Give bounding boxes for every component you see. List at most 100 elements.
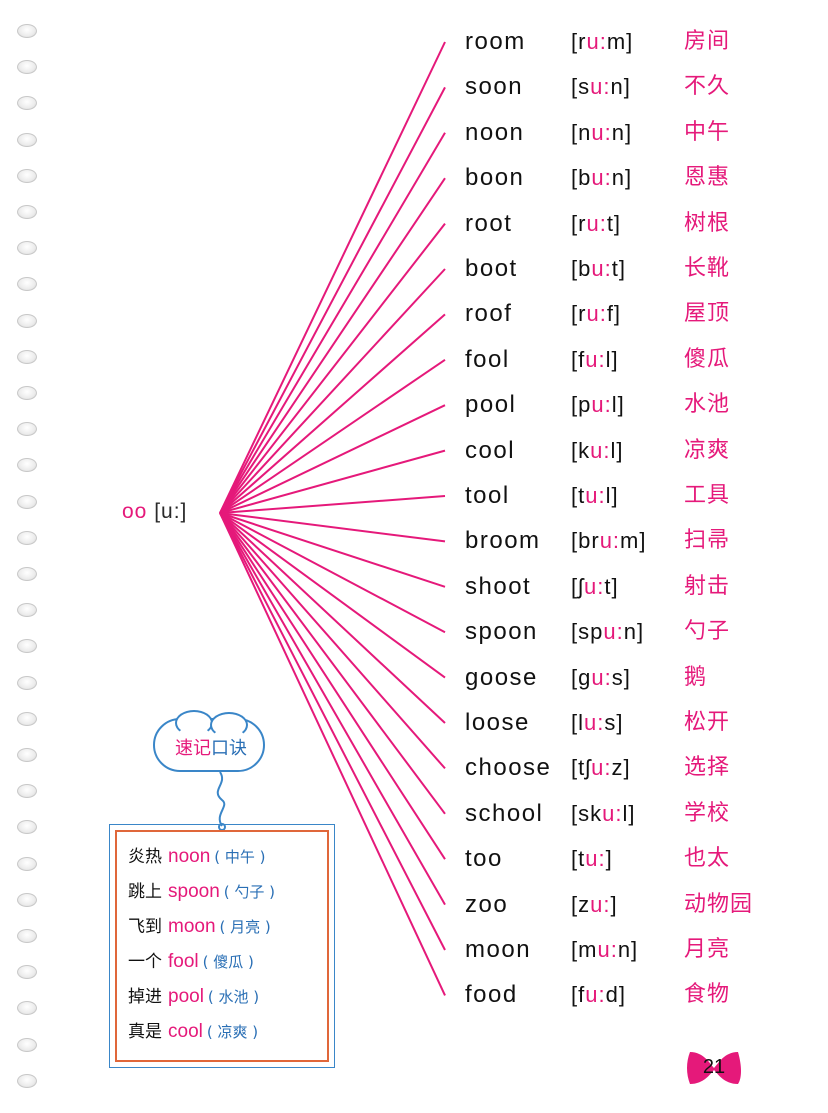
fan-line	[219, 512, 446, 996]
word-ipa: [ʃu:t]	[571, 573, 619, 599]
cloud-tail	[216, 771, 226, 830]
word-ipa: [spu:n]	[571, 619, 645, 645]
fan-line	[219, 512, 446, 770]
binder-ring	[17, 168, 37, 183]
word-meaning: 选择	[684, 755, 731, 781]
word-ipa: [zu:]	[571, 891, 618, 917]
word-ipa: [nu:n]	[571, 119, 633, 145]
word-ipa: [mu:n]	[571, 937, 639, 962]
word-spelling: root	[465, 209, 513, 237]
mnemonic-box-outer	[109, 824, 335, 1068]
root-ipa: [u:]	[154, 500, 188, 523]
binder-ring	[17, 349, 37, 364]
binder-ring	[17, 820, 37, 835]
word-ipa: [gu:s]	[571, 664, 631, 690]
fan-line	[219, 512, 446, 724]
mnemonic-prefix: 掉进	[128, 987, 162, 1007]
word-row: boot [bu:t] 长靴	[0, 249, 828, 289]
word-spelling: roof	[465, 300, 513, 328]
fan-line	[219, 132, 446, 514]
binder-ring	[17, 313, 37, 328]
word-spelling: zoo	[465, 890, 509, 918]
word-meaning: 食物	[684, 982, 731, 1008]
word-row: zoo [zu:] 动物园	[0, 885, 828, 925]
word-row: pool [pu:l] 水池	[0, 385, 828, 425]
word-meaning: 恩惠	[684, 165, 731, 191]
word-row: noon [nu:n] 中午	[0, 113, 828, 153]
word-row: broom [bru:m] 扫帚	[0, 521, 828, 561]
word-ipa: [tʃu:z]	[571, 755, 631, 781]
mnemonic-translation: ( 勺子 )	[223, 883, 276, 901]
fan-line	[219, 512, 446, 951]
mnemonic-title-part1: 速记	[175, 738, 211, 759]
mnemonic-title-part2: 口诀	[211, 738, 247, 759]
word-ipa: [bu:n]	[571, 165, 633, 191]
binder-ring	[17, 60, 37, 75]
word-meaning: 扫帚	[684, 528, 731, 554]
word-ipa: [ru:m]	[571, 29, 634, 54]
fan-line	[219, 313, 446, 514]
word-spelling: school	[465, 799, 544, 827]
mnemonic-box	[115, 830, 329, 1062]
word-row: soon [su:n] 不久	[0, 67, 828, 107]
word-meaning: 房间	[684, 29, 731, 54]
binder-ring	[17, 1037, 37, 1052]
word-row: root [ru:t] 树根	[0, 204, 828, 244]
page-number-bow-icon	[687, 1052, 741, 1084]
mnemonic-prefix: 跳上	[128, 882, 162, 902]
word-row: loose [lu:s] 松开	[0, 703, 828, 743]
word-spelling: shoot	[465, 572, 532, 600]
fan-line	[219, 512, 446, 543]
fan-line	[219, 404, 446, 514]
word-meaning: 中午	[684, 119, 731, 145]
binder-ring	[17, 748, 37, 762]
mnemonic-word: cool	[168, 1021, 203, 1042]
page-number-badge: 21	[686, 1044, 742, 1090]
word-meaning: 傻瓜	[684, 346, 731, 372]
word-row: roof [ru:f] 屋顶	[0, 294, 828, 334]
binder-ring	[17, 965, 37, 980]
binder-ring	[17, 675, 37, 690]
word-row: school [sku:l] 学校	[0, 794, 828, 834]
word-spelling: pool	[465, 391, 517, 419]
word-meaning: 凉爽	[684, 437, 731, 463]
fan-line	[219, 268, 446, 514]
word-row: boon [bu:n] 恩惠	[0, 158, 828, 198]
word-row: tool [tu:l] 工具	[0, 476, 828, 516]
word-row: goose [gu:s] 鹅	[0, 658, 828, 698]
fan-line	[219, 512, 446, 906]
page-number: 21	[702, 1056, 726, 1078]
binder-ring	[17, 422, 37, 437]
word-meaning: 鹅	[684, 664, 708, 690]
word-spelling: spoon	[465, 618, 538, 646]
binder-ring	[17, 1073, 37, 1088]
mnemonic-translation: ( 水池 )	[207, 988, 260, 1006]
word-ipa: [bru:m]	[571, 528, 647, 554]
mnemonic-prefix: 炎热	[128, 847, 162, 867]
word-spelling: moon	[465, 936, 532, 963]
word-ipa: [lu:s]	[571, 710, 624, 735]
word-meaning: 月亮	[684, 937, 731, 962]
word-spelling: boon	[465, 164, 525, 192]
binder-ring	[17, 241, 37, 256]
word-ipa: [tu:l]	[571, 483, 619, 508]
root-pattern: oo [u:]	[122, 500, 187, 524]
binder-ring	[17, 929, 37, 943]
word-ipa: [ku:l]	[571, 437, 624, 463]
fan-line	[219, 358, 446, 514]
fan-line	[219, 512, 446, 588]
mnemonic-word: pool	[168, 986, 204, 1007]
binder-ring	[17, 784, 37, 799]
word-row: food [fu:d] 食物	[0, 975, 828, 1015]
mnemonic-prefix: 真是	[128, 1022, 162, 1042]
word-meaning: 不久	[684, 74, 731, 100]
mnemonic-line: 炎热 noon( 中午 )	[128, 840, 328, 874]
fan-line	[219, 512, 446, 679]
fan-line	[219, 41, 446, 514]
word-meaning: 松开	[684, 710, 731, 735]
word-spelling: room	[465, 28, 526, 55]
binder-ring	[17, 24, 37, 38]
word-meaning: 水池	[684, 392, 731, 418]
